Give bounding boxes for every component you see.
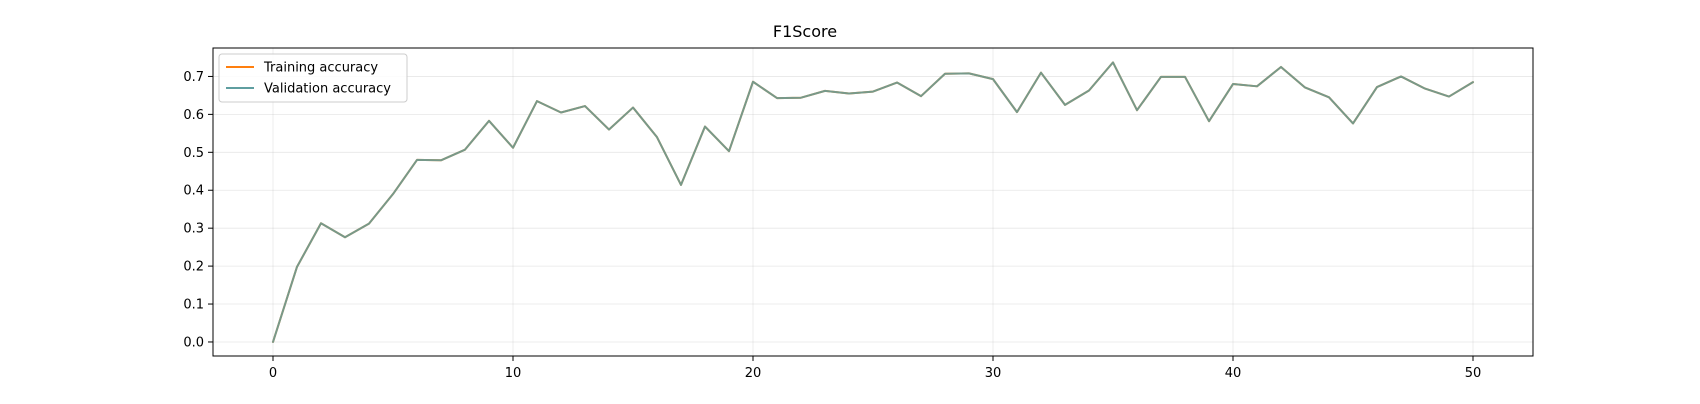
series-line-validation (272, 61, 1474, 343)
y-tick-label: 0.7 (183, 70, 204, 85)
legend-box (218, 53, 408, 103)
y-axis-ticks: 0.0 0.1 0.2 0.3 0.4 0.5 0.6 0.7 (183, 70, 213, 350)
legend: Training accuracy Validation accuracy (218, 53, 408, 103)
x-tick-label: 20 (745, 366, 762, 381)
x-tick-label: 40 (1225, 366, 1242, 381)
y-tick-label: 0.1 (183, 298, 204, 313)
y-tick-label: 0.3 (183, 222, 204, 237)
grid-lines (213, 48, 1533, 356)
legend-label-validation: Validation accuracy (264, 82, 391, 97)
x-tick-label: 50 (1465, 366, 1482, 381)
x-axis-ticks: 0 10 20 30 40 50 (269, 356, 1481, 381)
y-tick-label: 0.5 (183, 146, 204, 161)
x-tick-label: 0 (269, 366, 277, 381)
y-tick-label: 0.6 (183, 108, 204, 123)
y-tick-label: 0.4 (183, 184, 204, 199)
chart-title: F1Score (773, 22, 837, 41)
y-tick-label: 0.2 (183, 260, 204, 275)
series-lines (272, 61, 1474, 343)
y-tick-label: 0.0 (183, 335, 204, 350)
legend-label-training: Training accuracy (263, 61, 378, 76)
plot-area-frame (212, 47, 1534, 357)
x-tick-label: 10 (505, 366, 522, 381)
x-tick-label: 30 (985, 366, 1002, 381)
